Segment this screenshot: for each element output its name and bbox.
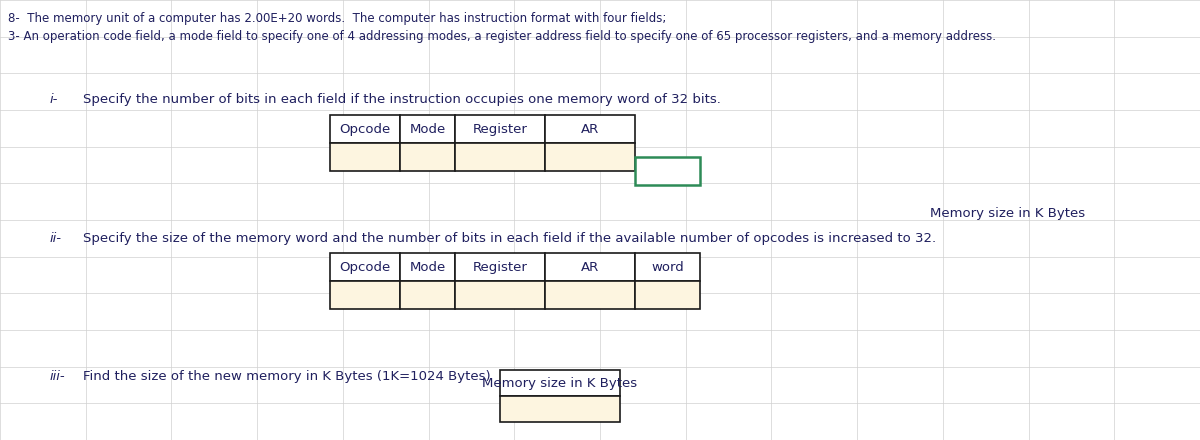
Text: i-: i- bbox=[50, 93, 59, 106]
Text: Find the size of the new memory in K Bytes (1K=1024 Bytes): Find the size of the new memory in K Byt… bbox=[83, 370, 491, 383]
Text: 8-  The memory unit of a computer has 2.00E+20 words.  The computer has instruct: 8- The memory unit of a computer has 2.0… bbox=[8, 12, 666, 25]
Bar bbox=[635, 253, 700, 281]
Text: 3- An operation code field, a mode field to specify one of 4 addressing modes, a: 3- An operation code field, a mode field… bbox=[8, 30, 996, 43]
Bar bbox=[330, 281, 400, 309]
Text: Memory size in K Bytes: Memory size in K Bytes bbox=[482, 377, 637, 389]
Bar bbox=[545, 143, 635, 171]
Text: Mode: Mode bbox=[409, 260, 445, 274]
Bar bbox=[330, 143, 400, 171]
Text: AR: AR bbox=[581, 260, 599, 274]
Bar bbox=[400, 143, 455, 171]
Text: AR: AR bbox=[581, 122, 599, 136]
Text: Opcode: Opcode bbox=[340, 122, 391, 136]
Text: iii-: iii- bbox=[50, 370, 66, 383]
Bar bbox=[635, 281, 700, 309]
Text: Register: Register bbox=[473, 260, 528, 274]
Text: word: word bbox=[652, 260, 684, 274]
Bar bbox=[455, 143, 545, 171]
Bar bbox=[455, 115, 545, 143]
Bar bbox=[500, 370, 620, 396]
Text: Register: Register bbox=[473, 122, 528, 136]
Bar bbox=[500, 396, 620, 422]
Text: Opcode: Opcode bbox=[340, 260, 391, 274]
Text: ii-: ii- bbox=[50, 232, 62, 245]
Text: Specify the size of the memory word and the number of bits in each field if the : Specify the size of the memory word and … bbox=[83, 232, 936, 245]
Bar bbox=[330, 115, 400, 143]
Text: Specify the number of bits in each field if the instruction occupies one memory : Specify the number of bits in each field… bbox=[83, 93, 721, 106]
Bar bbox=[330, 253, 400, 281]
Bar bbox=[455, 281, 545, 309]
Bar bbox=[400, 253, 455, 281]
Bar bbox=[545, 253, 635, 281]
Bar bbox=[635, 157, 700, 185]
Bar bbox=[400, 281, 455, 309]
Text: Memory size in K Bytes: Memory size in K Bytes bbox=[930, 207, 1085, 220]
Bar bbox=[455, 253, 545, 281]
Bar bbox=[545, 281, 635, 309]
Bar bbox=[400, 115, 455, 143]
Text: Mode: Mode bbox=[409, 122, 445, 136]
Bar bbox=[545, 115, 635, 143]
